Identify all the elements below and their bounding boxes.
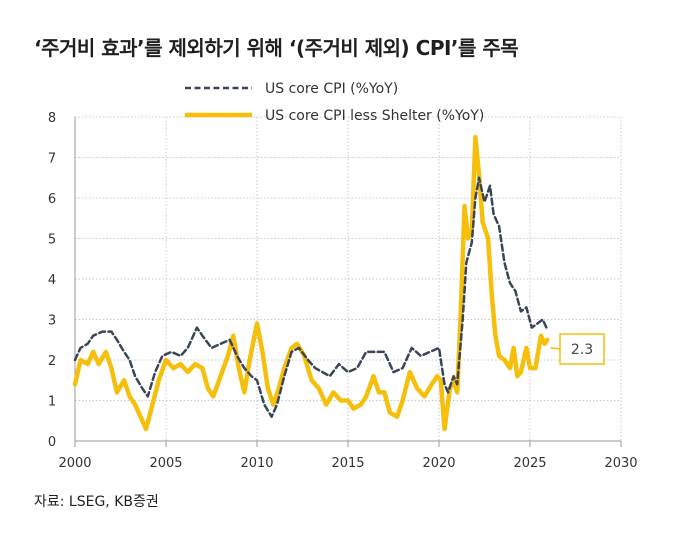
x-tick-label: 2025: [513, 456, 546, 471]
legend: US core CPI (%YoY) US core CPI less Shelt…: [185, 81, 484, 124]
x-tick-label: 2015: [331, 456, 364, 471]
x-tick-label: 2000: [58, 456, 91, 471]
y-tick-label: 5: [48, 233, 56, 248]
y-tick-label: 4: [48, 273, 56, 288]
source-note: 자료: LSEG, KB증권: [34, 494, 159, 510]
series-lines: [72, 135, 550, 432]
y-tick-label: 8: [48, 111, 56, 126]
y-tick-label: 0: [48, 435, 56, 450]
y-tick-label: 2: [48, 354, 56, 369]
axes: 0 1 2 3 4 5 6 7 8 2000 2005 2010 2015 2020 2025 2030: [48, 111, 638, 471]
legend-label-less-shelter: US core CPI less Shelter (%YoY): [265, 108, 484, 124]
callout-leader-line: [550, 347, 561, 350]
series-line-core-cpi: [73, 176, 548, 418]
grid-lines: [75, 116, 622, 441]
x-tick-label: 2005: [149, 456, 182, 471]
x-tick-label: 2030: [604, 456, 637, 471]
callout: 2.3: [550, 333, 605, 365]
x-tick-label: 2010: [240, 456, 273, 471]
y-tick-label: 1: [48, 395, 56, 410]
callout-box: [559, 333, 605, 365]
page-title: ‘주거비 효과’를 제외하기 위해 ‘(주거비 제외) CPI’를 주목: [34, 36, 519, 60]
legend-label-core-cpi: US core CPI (%YoY): [265, 81, 398, 97]
y-tick-label: 3: [48, 314, 56, 329]
series-line-core-cpi-less-shelter: [72, 135, 550, 432]
callout-value-label: 2.3: [571, 342, 593, 358]
y-tick-label: 6: [48, 192, 56, 207]
x-tick-label: 2020: [422, 456, 455, 471]
y-tick-label: 7: [48, 152, 56, 167]
